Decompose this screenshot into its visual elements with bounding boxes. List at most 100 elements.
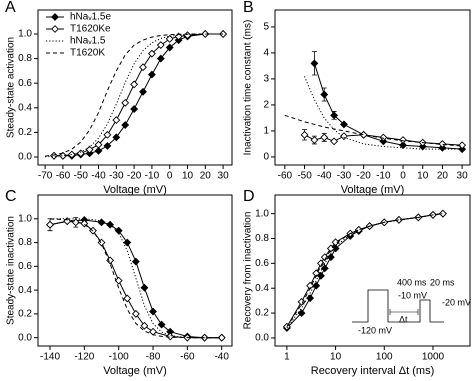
data-point (340, 132, 348, 141)
x-tick-label: 20 (437, 171, 449, 182)
series-line (286, 213, 443, 329)
series-line (50, 218, 222, 339)
data-point (330, 111, 339, 120)
y-tick-label: 0.0 (18, 332, 32, 343)
data-point (316, 259, 325, 268)
data-point (139, 87, 147, 96)
y-tick-label: 1.0 (18, 29, 32, 40)
data-point (58, 151, 67, 160)
x-tick-label: -30 (337, 171, 352, 182)
legend-label: hNaᵥ1.5e (70, 12, 111, 23)
plot-frame (37, 9, 233, 166)
y-tick-label: 0.4 (255, 283, 269, 294)
data-point (320, 253, 329, 262)
y-tick-label: 0.2 (255, 308, 269, 319)
panel-letter: B (243, 0, 254, 16)
annotation: 400 ms (397, 277, 427, 287)
y-tick-label: 0.8 (18, 53, 32, 64)
data-point (438, 209, 447, 218)
data-point (76, 149, 85, 158)
x-tick-label: -100 (109, 352, 129, 363)
series-line (49, 218, 222, 339)
x-tick-label: -140 (40, 352, 60, 363)
x-tick-label: 30 (218, 171, 230, 182)
y-tick-label: 5 (263, 22, 269, 33)
data-point (94, 140, 103, 149)
x-tick-label: -20 (356, 171, 371, 182)
data-point (320, 90, 329, 99)
series-line (286, 213, 443, 327)
x-tick-label: 10 (330, 352, 342, 363)
data-point (140, 321, 149, 330)
data-point (139, 63, 147, 72)
series-line (286, 213, 443, 327)
data-point (94, 146, 103, 155)
y-axis-label: Steady-state activation (6, 37, 17, 138)
series-line (313, 63, 463, 150)
data-point (282, 322, 291, 331)
panel-letter: C (5, 188, 17, 205)
data-point (149, 307, 157, 316)
data-point (123, 294, 132, 303)
y-tick-label: 0.6 (18, 261, 32, 272)
data-point (123, 238, 132, 247)
data-point (310, 136, 319, 144)
data-point (131, 257, 140, 266)
data-point (85, 145, 94, 154)
annotation: -20 mV (442, 297, 471, 307)
data-point (340, 120, 348, 129)
legend-label: T1620K (70, 48, 105, 59)
x-tick-label: 1 (284, 352, 290, 363)
x-axis-label: Voltage (mV) (103, 365, 167, 377)
data-point (103, 130, 112, 139)
data-point (379, 133, 388, 142)
y-tick-label: 1.0 (18, 213, 32, 224)
annotation: -120 mV (358, 325, 392, 335)
data-point (121, 98, 130, 107)
data-point (131, 309, 140, 318)
x-tick-label: -40 (91, 171, 106, 182)
series-line (45, 33, 224, 157)
series-line (286, 213, 443, 329)
x-tick-label: 10 (182, 171, 194, 182)
data-point (121, 121, 130, 129)
x-tick-label: 10 (417, 171, 429, 182)
data-point (149, 327, 157, 336)
x-tick-label: -60 (56, 171, 71, 182)
data-point (359, 130, 368, 139)
y-axis-label: Steady-state inactivation (6, 216, 17, 325)
x-tick-label: -10 (376, 171, 391, 182)
data-point (156, 41, 165, 49)
data-point (165, 34, 174, 43)
y-axis-label: Recovery from inactivation (243, 212, 254, 330)
data-point (219, 30, 228, 38)
x-tick-label: -60 (180, 352, 195, 363)
y-tick-label: 1 (263, 126, 269, 137)
data-point (140, 283, 149, 292)
data-point (306, 294, 315, 303)
data-point (320, 264, 329, 273)
x-tick-label: 1000 (422, 352, 445, 363)
x-tick-label: -70 (38, 171, 53, 182)
x-tick-label: 30 (457, 171, 469, 182)
data-point (326, 253, 335, 262)
data-point (156, 54, 165, 63)
x-tick-label: 100 (376, 352, 393, 363)
annotation: 20 ms (430, 277, 455, 287)
x-tick-label: -120 (74, 352, 94, 363)
data-point (310, 59, 319, 68)
plot-frame (274, 9, 471, 166)
y-tick-label: 0.6 (18, 78, 32, 89)
data-point (320, 133, 329, 142)
legend-marker (51, 13, 59, 21)
y-tick-label: 1.0 (255, 208, 269, 219)
x-axis-label: Voltage (mV) (103, 184, 167, 196)
y-tick-label: 0.0 (255, 333, 269, 344)
series-line (304, 76, 463, 150)
panel-letter: D (243, 188, 255, 205)
data-point (147, 70, 156, 79)
x-tick-label: -60 (278, 171, 293, 182)
data-point (331, 238, 340, 247)
x-axis-label: Voltage (mV) (341, 184, 405, 196)
